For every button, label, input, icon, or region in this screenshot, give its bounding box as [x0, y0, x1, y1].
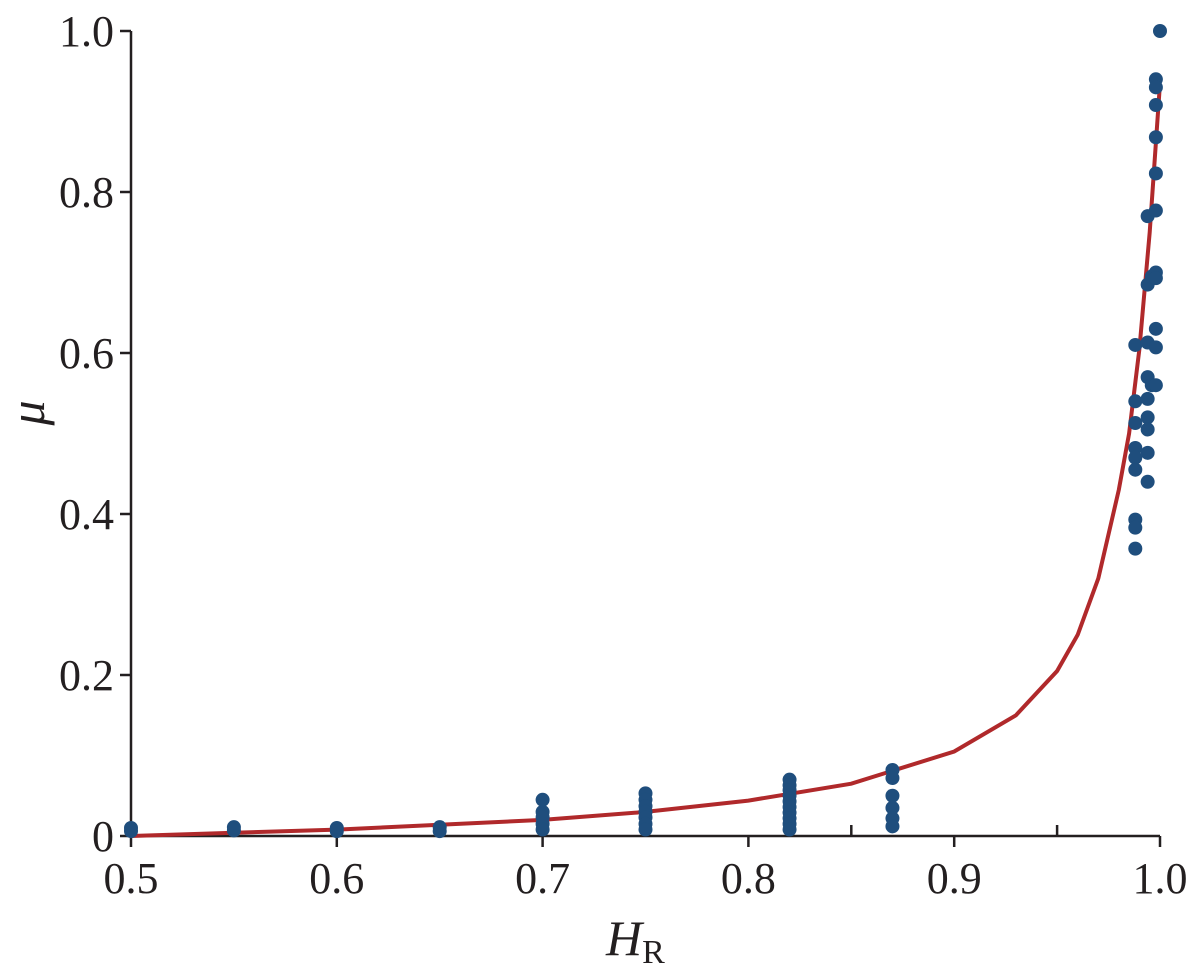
data-point [535, 792, 550, 807]
data-point [1148, 98, 1163, 113]
data-point [1128, 520, 1143, 535]
data-point [1148, 80, 1163, 95]
data-point [1128, 337, 1143, 352]
data-point [1140, 422, 1155, 437]
data-point [124, 824, 138, 839]
x-tick-label: 1.0 [1133, 854, 1188, 903]
data-point [1128, 462, 1143, 477]
data-point [226, 823, 241, 838]
data-point [1148, 166, 1163, 181]
data-point [535, 822, 550, 837]
y-tick-label: 0.6 [59, 329, 114, 378]
data-points [124, 24, 1167, 839]
data-point [1140, 410, 1155, 425]
data-point [885, 819, 900, 834]
data-point [782, 822, 797, 837]
fit-curve [130, 83, 1162, 838]
data-point [1128, 450, 1143, 465]
x-axis-title-main: H [605, 910, 645, 966]
x-tick-label: 0.9 [927, 854, 982, 903]
y-tick-label: 1.0 [59, 7, 114, 56]
x-tick-label: 0.5 [104, 854, 159, 903]
y-axis-title: μ [0, 400, 55, 426]
x-tick-label: 0.7 [515, 854, 570, 903]
x-axis-title: HR [605, 910, 665, 970]
data-point [1140, 391, 1155, 406]
data-point [1148, 203, 1163, 218]
x-axis-title-subscript: R [642, 934, 665, 970]
y-axis-ticks: 0 0.2 0.4 0.6 0.8 1.0 [59, 7, 131, 861]
data-point [1128, 440, 1143, 455]
x-tick-label: 0.6 [309, 854, 364, 903]
data-point [1153, 24, 1167, 38]
x-axis-ticks: 0.5 0.6 0.7 0.8 0.9 1.0 [104, 825, 1188, 903]
y-tick-label: 0.4 [59, 490, 114, 539]
data-point [1128, 541, 1143, 556]
data-point [1148, 340, 1163, 355]
data-point [329, 824, 344, 839]
data-point [1128, 394, 1143, 409]
data-point [432, 824, 447, 839]
y-tick-label: 0 [92, 812, 114, 861]
x-tick-label: 0.8 [721, 854, 776, 903]
data-point [1140, 445, 1155, 460]
data-point [1128, 416, 1143, 431]
data-point [638, 822, 653, 837]
data-point [1148, 321, 1163, 336]
y-tick-label: 0.8 [59, 168, 114, 217]
data-point [885, 771, 900, 786]
data-point [1148, 130, 1163, 145]
data-point [1148, 378, 1163, 393]
data-point [885, 788, 900, 803]
data-point [1140, 474, 1155, 489]
data-point [1148, 271, 1163, 286]
data-point [885, 800, 900, 815]
y-tick-label: 0.2 [59, 651, 114, 700]
